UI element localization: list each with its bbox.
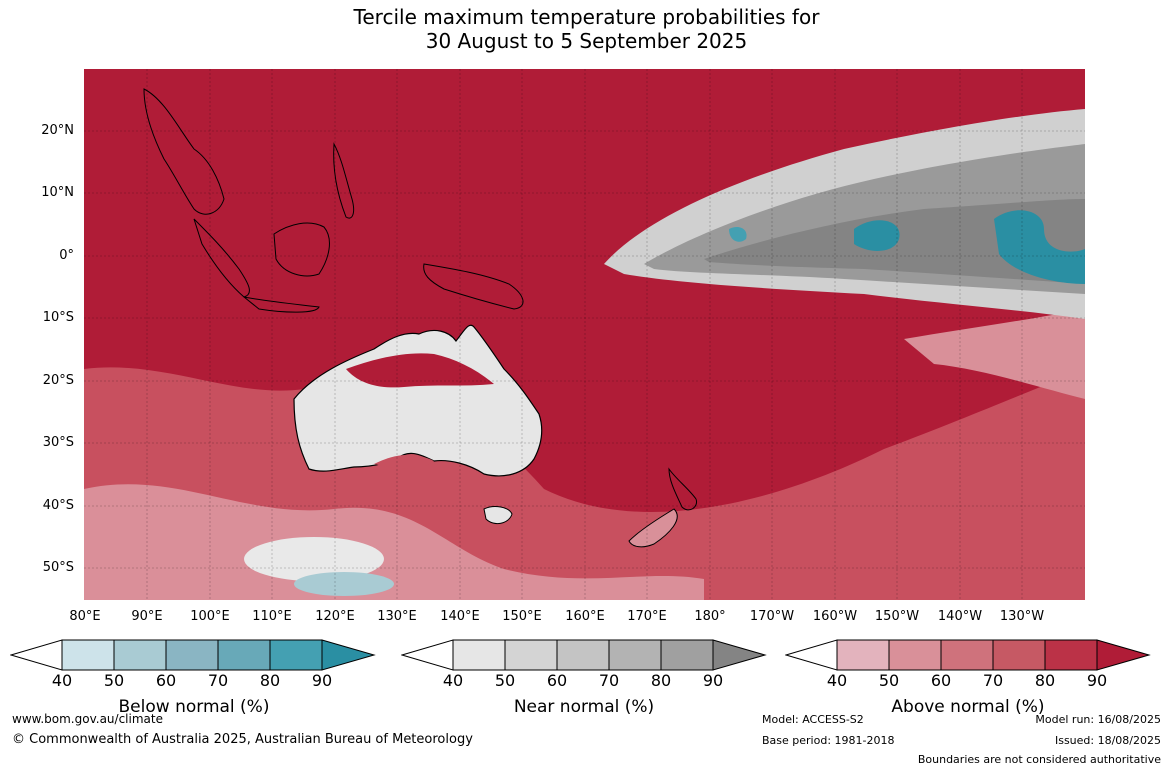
lon-label: 90°E [131,609,163,624]
new-guinea [423,263,524,310]
colorbar-segment [608,639,662,671]
colorbar-low-extension [785,639,838,671]
probability-map [84,69,1085,600]
east-pacific-pale-region [904,309,1085,399]
southern-ocean-pale-region-2 [84,484,704,600]
graticule [84,69,1085,600]
australia-landmass [293,324,543,477]
colorbar-tick-label: 70 [207,671,229,690]
colorbar-segment [660,639,714,671]
tasmania [483,506,513,525]
colorbar-segment [836,639,890,671]
footer-base-period: Base period: 1981-2018 [762,734,895,747]
lon-label: 130°E [377,609,417,624]
lat-label: 20°N [41,123,74,138]
colorbar-segment [504,639,558,671]
colorbar-segment [452,639,506,671]
pacific-below-normal-patch-3 [729,227,747,242]
footer-model: Model: ACCESS-S2 [762,713,864,726]
above-normal-colorbar [785,639,1151,671]
lat-label: 0° [59,248,74,263]
colorbar-segment [888,639,942,671]
australia-north-red [346,353,494,388]
lon-label: 160°E [565,609,605,624]
australia-south-red [374,454,434,469]
near-normal-legend-title: Near normal (%) [513,697,655,717]
footer-issued: Issued: 18/08/2025 [1054,734,1161,747]
colorbar-high-extension [712,639,767,671]
lat-label: 20°S [42,373,74,388]
southern-ocean-near-patch [244,537,384,581]
lon-label: 170°E [627,609,667,624]
lon-label: 80°E [69,609,101,624]
borneo [273,222,330,277]
colorbar-segment [992,639,1046,671]
colorbar-segment [940,639,994,671]
lon-label: 150°E [502,609,542,624]
pacific-below-normal-patch-1 [854,220,900,251]
colorbar-segment [217,639,271,671]
colorbar-tick-label: 70 [598,671,620,690]
footer-disclaimer: Boundaries are not considered authoritat… [917,753,1161,766]
colorbar-high-extension [321,639,376,671]
lon-label: 100°E [190,609,230,624]
colorbar-tick-label: 50 [103,671,125,690]
colorbar-tick-label: 40 [51,671,73,690]
lon-label: 110°E [252,609,292,624]
colorbar-tick-label: 60 [546,671,568,690]
new-zealand-north-island [668,467,698,511]
lon-label: 140°E [440,609,480,624]
colorbar-high-extension [1096,639,1151,671]
colorbar-tick-label: 90 [702,671,724,690]
lat-label: 40°S [42,498,74,513]
lon-label: 160°W [812,609,858,624]
colorbar-segment [113,639,167,671]
above-normal-legend-title: Above normal (%) [891,697,1045,717]
footer-model-run: Model run: 16/08/2025 [1035,713,1161,726]
near-normal-colorbar [401,639,767,671]
footer-copyright: © Commonwealth of Australia 2025, Austra… [12,732,473,747]
below-normal-legend-title: Below normal (%) [118,697,270,717]
below-normal-colorbar [10,639,376,671]
philippines [333,142,355,219]
lat-label: 50°S [42,560,74,575]
southern-ocean-below-patch [294,572,394,596]
map-title-line1: Tercile maximum temperature probabilitie… [353,5,820,29]
lat-label: 10°S [42,310,74,325]
lat-label: 30°S [42,435,74,450]
colorbar-segment [61,639,115,671]
colorbar-tick-label: 60 [155,671,177,690]
colorbar-tick-label: 60 [930,671,952,690]
colorbar-tick-label: 50 [878,671,900,690]
colorbar-tick-label: 90 [311,671,333,690]
colorbar-tick-label: 80 [1034,671,1056,690]
lon-label: 140°W [937,609,983,624]
colorbar-low-extension [401,639,454,671]
map-title-line2: 30 August to 5 September 2025 [425,29,748,53]
colorbar-tick-label: 70 [982,671,1004,690]
colorbar-tick-label: 90 [1086,671,1108,690]
colorbar-low-extension [10,639,63,671]
lon-label: 120°E [315,609,355,624]
colorbar-segment [269,639,323,671]
colorbar-segment [1044,639,1098,671]
colorbar-tick-label: 80 [259,671,281,690]
lat-label: 10°N [41,185,74,200]
pacific-below-normal-patch-2 [994,210,1085,284]
colorbar-tick-label: 80 [650,671,672,690]
colorbar-segment [165,639,219,671]
sumatra [193,218,250,298]
java [243,296,320,313]
colorbar-tick-label: 40 [442,671,464,690]
footer-url[interactable]: www.bom.gov.au/climate [12,712,163,726]
lon-label: 180° [694,609,726,624]
colorbar-segment [556,639,610,671]
lon-label: 150°W [874,609,920,624]
new-zealand-south-island [628,508,678,548]
indochina-coast [143,88,225,215]
colorbar-tick-label: 40 [826,671,848,690]
lon-label: 130°W [999,609,1045,624]
colorbar-tick-label: 50 [494,671,516,690]
lon-label: 170°W [749,609,795,624]
